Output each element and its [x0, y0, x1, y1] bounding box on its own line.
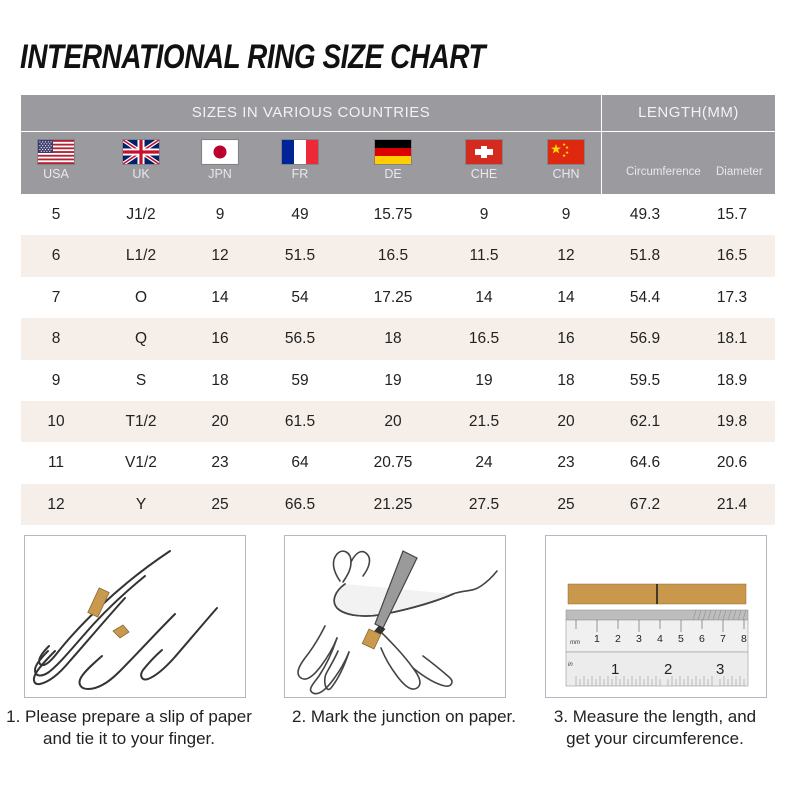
svg-text:6: 6	[699, 633, 705, 645]
svg-text:3: 3	[636, 633, 642, 645]
svg-text:7: 7	[720, 633, 726, 645]
svg-text:8: 8	[741, 633, 747, 645]
svg-text:2: 2	[664, 661, 672, 678]
svg-text:mm: mm	[570, 640, 580, 646]
svg-text:2: 2	[615, 633, 621, 645]
svg-text:1: 1	[611, 661, 619, 678]
svg-text:in: in	[568, 662, 573, 668]
svg-text:4: 4	[657, 633, 663, 645]
svg-text:3: 3	[716, 661, 724, 678]
svg-text:5: 5	[678, 633, 684, 645]
svg-text:1: 1	[594, 633, 600, 645]
